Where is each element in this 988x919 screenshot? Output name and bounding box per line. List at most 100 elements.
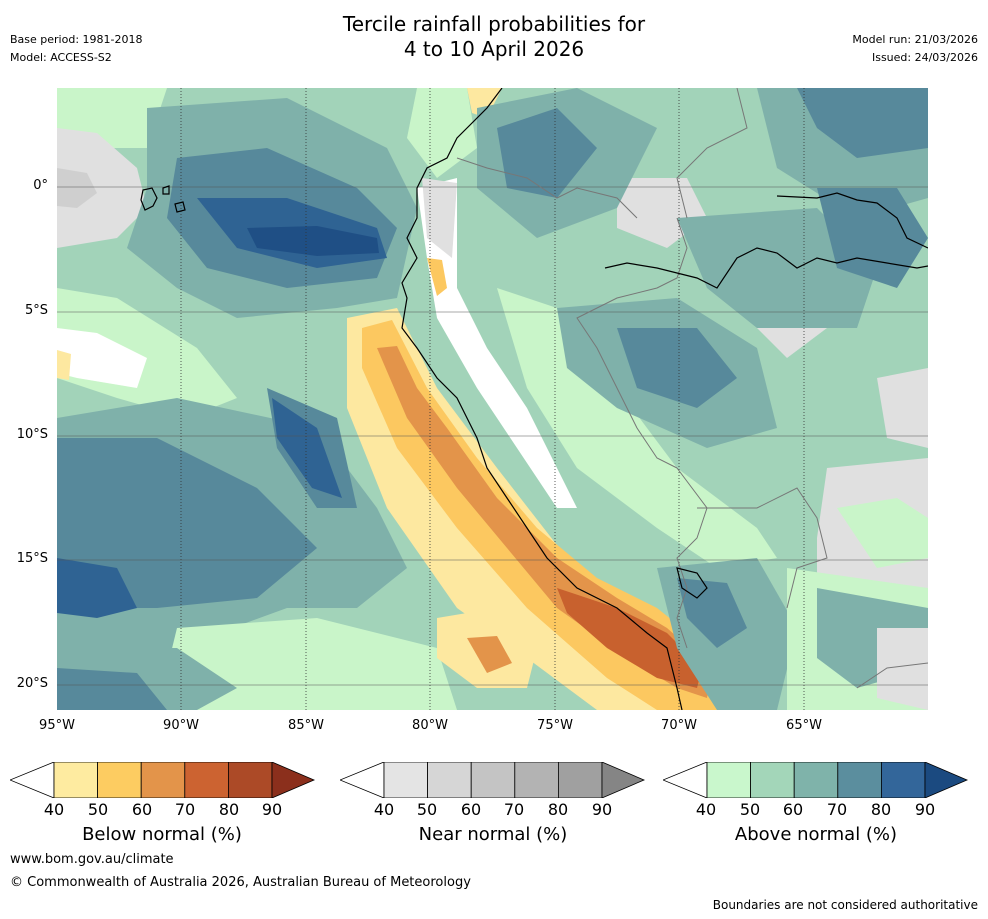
boundary-disclaimer: Boundaries are not considered authoritat… (712, 898, 978, 912)
border-bolivia-brazil (697, 487, 828, 609)
near-normal-dark-patch-west (57, 168, 97, 208)
cb2-tick-60: 60 (782, 800, 804, 819)
coast-peru (401, 88, 683, 710)
above-90-core-ocean (247, 226, 379, 256)
below-patch-far-west (57, 350, 71, 380)
above-70-interior-3 (677, 208, 877, 328)
colorbar-extend-high (601, 762, 646, 798)
cb0-tick-70: 70 (174, 800, 196, 819)
cb1-tick-70: 70 (503, 800, 525, 819)
colorbar-swatch (706, 762, 751, 798)
colorbar-extend-high (924, 762, 969, 798)
cb1-tick-60: 60 (460, 800, 482, 819)
near-normal-patch-east-4 (837, 498, 928, 568)
above-80-region-south (57, 438, 317, 608)
below-50-north-patch (467, 88, 502, 118)
colorbar-swatch (793, 762, 839, 798)
lat-label-10s: 10°S (16, 427, 48, 442)
colorbar-swatch (97, 762, 142, 798)
cb2-tick-80: 80 (870, 800, 892, 819)
colorbar-above-normal: 40 50 60 70 80 90 Above normal (%) (663, 762, 973, 852)
near-normal-southeast (877, 628, 928, 710)
colorbar-extend-low (663, 762, 708, 798)
galapagos-1 (140, 187, 158, 211)
lon-label-65w: 65°W (786, 718, 822, 733)
colorbar-swatch (184, 762, 229, 798)
light-green-north-interior (407, 88, 477, 178)
meta-right: Model run: 21/03/2026 Issued: 24/03/2026 (852, 31, 978, 67)
above-80-interior-1 (497, 108, 597, 198)
probability-map (57, 88, 928, 710)
border-northeast (676, 88, 748, 219)
cb2-tick-40: 40 (695, 800, 717, 819)
above-80-east (817, 188, 928, 288)
below-70-coastal-band (377, 346, 712, 698)
title-line-1: Tercile rainfall probabilities for (342, 12, 646, 36)
colorbar-above-swatches (663, 762, 969, 798)
colorbar-swatch (880, 762, 926, 798)
lon-label-85w: 85°W (288, 718, 324, 733)
country-borders (456, 88, 928, 689)
galapagos-3 (174, 201, 186, 213)
base-period: Base period: 1981-2018 (10, 33, 143, 46)
coastlines (140, 88, 928, 710)
cb2-tick-90: 90 (914, 800, 936, 819)
colorbar-swatch (427, 762, 472, 798)
colorbar-below-title: Below normal (%) (82, 824, 242, 845)
colorbar-swatch (837, 762, 882, 798)
lat-label-15s: 15°S (16, 551, 48, 566)
above-90-band-mid (272, 398, 342, 498)
copyright-notice: © Commonwealth of Australia 2026, Austra… (10, 875, 471, 890)
colorbar-extend-high (271, 762, 316, 798)
colorbar-swatch (514, 762, 559, 798)
white-coastal-strip (417, 178, 577, 508)
lake-titicaca (676, 567, 708, 599)
near-normal-north-coast (422, 178, 457, 258)
model-run: Model run: 21/03/2026 (852, 33, 978, 46)
lon-label-70w: 70°W (661, 718, 697, 733)
lon-label-75w: 75°W (537, 718, 573, 733)
colorbar-below-normal: 40 50 60 70 80 90 Below normal (%) (10, 762, 320, 852)
colorbar-extend-low (340, 762, 385, 798)
meta-left: Base period: 1981-2018 Model: ACCESS-S2 (10, 31, 142, 67)
near-normal-patch-west (57, 128, 147, 248)
lon-label-90w: 90°W (163, 718, 199, 733)
colorbar-near-title: Near normal (%) (418, 824, 568, 845)
cb1-tick-50: 50 (416, 800, 438, 819)
colorbar-swatch (470, 762, 516, 798)
colorbar-swatch (53, 762, 98, 798)
lon-label-80w: 80°W (412, 718, 448, 733)
lon-label-95w: 95°W (39, 718, 75, 733)
cb1-tick-40: 40 (373, 800, 395, 819)
above-80-northeast (797, 88, 928, 158)
lat-label-5s: 5°S (24, 303, 48, 318)
lat-label-0: 0° (33, 178, 48, 193)
colorbar-swatch (140, 762, 186, 798)
above-80-south-interior (677, 578, 747, 648)
title-line-2: 4 to 10 April 2026 (403, 37, 585, 61)
below-50-coastal-band (347, 308, 747, 710)
border-southeast (856, 662, 928, 689)
colorbar-below-swatches (10, 762, 316, 798)
below-southwest-core (467, 636, 512, 673)
coast-amazon (604, 247, 928, 289)
issued-date: Issued: 24/03/2026 (871, 51, 978, 64)
colorbar-swatch (557, 762, 603, 798)
cb0-tick-40: 40 (43, 800, 65, 819)
cb0-tick-90: 90 (261, 800, 283, 819)
model-name: Model: ACCESS-S2 (10, 51, 112, 64)
below-80-southern-core (557, 588, 702, 688)
cb2-tick-50: 50 (739, 800, 761, 819)
cb0-tick-50: 50 (87, 800, 109, 819)
colorbar-near-normal: 40 50 60 70 80 90 Near normal (%) (340, 762, 650, 852)
cb0-tick-80: 80 (218, 800, 240, 819)
coast-north (776, 192, 928, 249)
cb2-tick-70: 70 (826, 800, 848, 819)
colorbar-swatch (227, 762, 273, 798)
above-80-southwest (57, 668, 167, 710)
cb1-tick-80: 80 (547, 800, 569, 819)
colorbar-swatch (383, 762, 428, 798)
white-patch-west (57, 328, 147, 388)
map-title: Tercile rainfall probabilities for 4 to … (0, 12, 988, 62)
near-normal-patch-east-2 (877, 368, 928, 448)
